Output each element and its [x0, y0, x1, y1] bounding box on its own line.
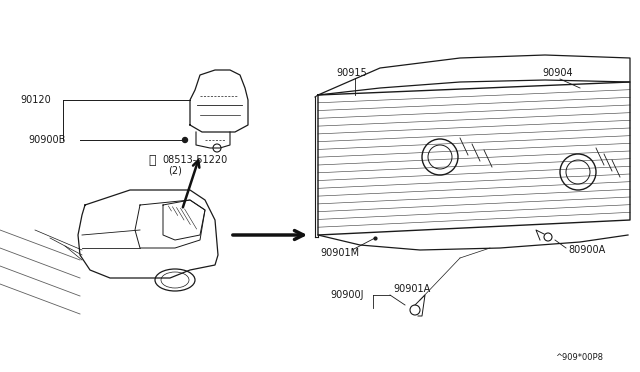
Text: 08513-51220: 08513-51220	[162, 155, 227, 165]
Text: Ⓢ: Ⓢ	[148, 154, 156, 167]
Text: 90120: 90120	[20, 95, 51, 105]
Text: 80900A: 80900A	[568, 245, 605, 255]
Text: 90915: 90915	[336, 68, 367, 78]
Text: (2): (2)	[168, 165, 182, 175]
Text: ^909*00P8: ^909*00P8	[555, 353, 603, 362]
Text: 90901A: 90901A	[393, 284, 430, 294]
Text: 90900J: 90900J	[330, 290, 364, 300]
Text: 90900B: 90900B	[28, 135, 65, 145]
Text: 90901M: 90901M	[320, 248, 359, 258]
Text: 90904: 90904	[542, 68, 573, 78]
Circle shape	[182, 138, 188, 142]
